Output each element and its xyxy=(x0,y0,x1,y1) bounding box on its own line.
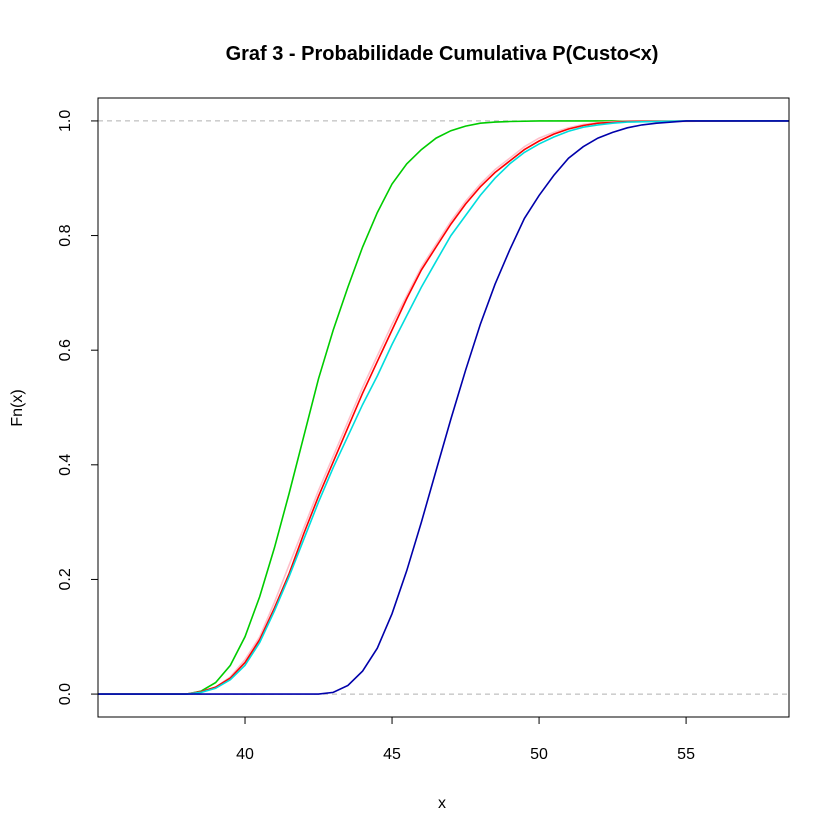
x-axis-label: x xyxy=(438,795,446,812)
y-axis: 0.0 0.2 0.4 0.6 0.8 1.0 xyxy=(57,110,98,705)
series-line-4 xyxy=(98,120,789,695)
y-axis-label: Fn(x) xyxy=(9,389,26,426)
series-line-2 xyxy=(98,120,790,695)
series-line-1 xyxy=(98,120,789,695)
series-line-3 xyxy=(98,120,789,695)
x-tick-label-2: 50 xyxy=(530,746,548,763)
x-tick-label-3: 55 xyxy=(677,746,695,763)
reference-lines xyxy=(98,120,789,695)
y-tick-label-5: 1.0 xyxy=(57,110,74,132)
y-tick-label-0: 0.0 xyxy=(57,683,74,705)
y-tick-label-1: 0.2 xyxy=(57,568,74,590)
plot-frame xyxy=(97,97,790,718)
x-axis: 40 45 50 55 xyxy=(236,717,695,763)
x-tick-label-1: 45 xyxy=(383,746,401,763)
y-tick-label-3: 0.6 xyxy=(57,339,74,361)
y-tick-label-2: 0.4 xyxy=(57,454,74,476)
series-group xyxy=(98,120,790,695)
chart-title: Graf 3 - Probabilidade Cumulativa P(Cust… xyxy=(226,43,659,65)
y-tick-label-4: 0.8 xyxy=(57,224,74,246)
series-line-0 xyxy=(98,120,789,695)
x-tick-label-0: 40 xyxy=(236,746,254,763)
